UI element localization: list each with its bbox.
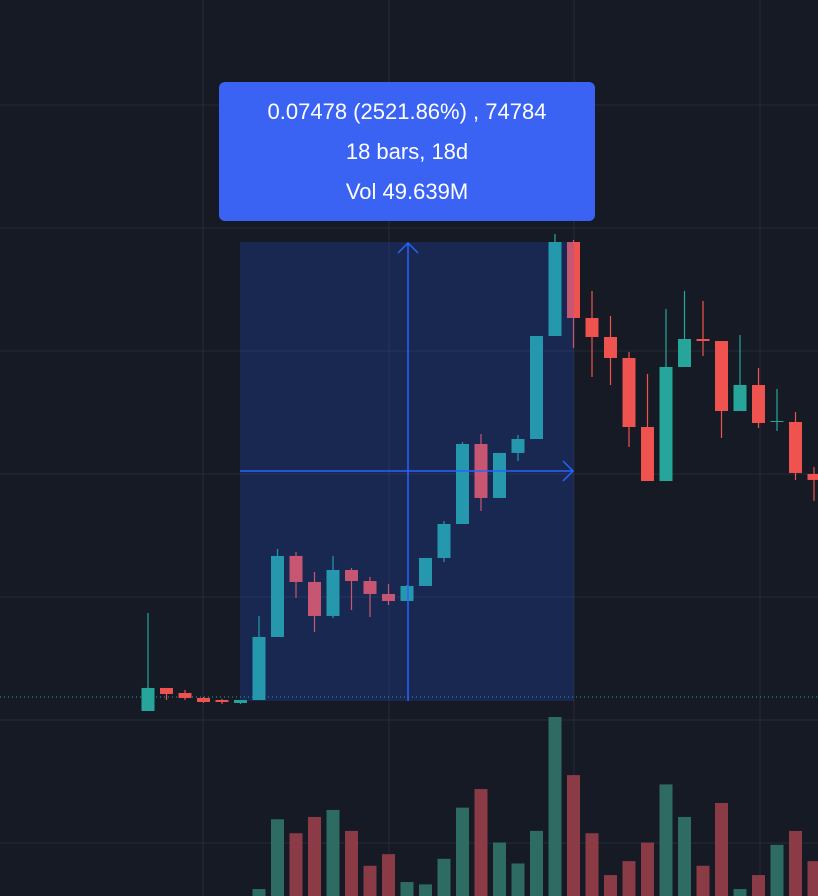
candle-body (197, 697, 210, 702)
candle-body (511, 438, 525, 453)
candle-body (271, 555, 284, 637)
volume-bar (400, 882, 414, 896)
candle-body (160, 687, 173, 694)
candle-body (419, 557, 432, 586)
volume-bar (382, 854, 395, 896)
volume-bar (345, 830, 358, 896)
volume-pane (252, 716, 818, 896)
volume-bar (770, 844, 784, 896)
candle-body (234, 699, 247, 703)
volume-bar (715, 803, 728, 896)
candle-body (215, 699, 229, 702)
candle-body (770, 420, 784, 422)
volume-bar (419, 884, 432, 896)
candle-body (141, 687, 155, 711)
candle-body (530, 335, 543, 439)
volume-bar (789, 830, 802, 896)
candle-body (178, 692, 192, 698)
candle-body (659, 366, 673, 482)
candle-body (604, 336, 617, 358)
candle-body (733, 384, 747, 412)
volume-bar (548, 716, 562, 896)
volume-bar (271, 819, 284, 896)
candle-body (807, 473, 818, 480)
volume-bar (530, 830, 543, 896)
candle-body (567, 242, 580, 318)
measure-tool: 0.07478 (2521.86%) , 74784 18 bars, 18d … (219, 82, 595, 701)
candle-body (437, 523, 451, 558)
volume-bar (308, 816, 321, 896)
candle-body (326, 569, 340, 616)
volume-bar (511, 863, 525, 896)
measure-text: Vol 49.639M (346, 179, 468, 204)
price-pane (141, 233, 818, 711)
measure-text: 0.07478 (2521.86%) , 74784 (268, 99, 547, 124)
volume-bar (641, 842, 654, 896)
arrow-head (562, 460, 575, 482)
candle-body (252, 636, 266, 700)
candle-body (289, 555, 303, 582)
candle-body (789, 421, 802, 473)
volume-bar (807, 861, 818, 896)
candle-body (696, 338, 710, 342)
candle-body (493, 452, 506, 498)
candle-body (345, 569, 358, 581)
volume-bar (585, 833, 599, 896)
candle-body (363, 580, 377, 594)
candle-body (678, 338, 691, 367)
volume-bar (678, 816, 691, 896)
candle-body (585, 317, 599, 337)
volume-bar (659, 784, 673, 896)
candle-body (641, 426, 654, 482)
candle-body (548, 242, 562, 336)
volume-bar (474, 789, 488, 896)
volume-bar (363, 865, 377, 896)
volume-bar (622, 861, 636, 896)
volume-bar (696, 865, 710, 896)
measure-label (219, 82, 595, 221)
volume-bar (437, 858, 451, 896)
volume-bar (604, 875, 617, 896)
volume-bar (326, 809, 340, 896)
volume-bar (733, 889, 747, 896)
volume-bar (289, 833, 303, 896)
volume-bar (493, 842, 506, 896)
volume-bar (567, 775, 580, 896)
volume-bar (752, 875, 765, 896)
candle-body (382, 593, 395, 601)
candle-body (622, 357, 636, 427)
volume-bar (456, 807, 469, 896)
volume-bar (252, 889, 266, 896)
arrow-head (397, 241, 419, 254)
candle-body (752, 384, 765, 424)
candle-body (400, 585, 414, 601)
measure-text: 18 bars, 18d (346, 139, 468, 164)
candle-body (308, 581, 321, 616)
candle-body (456, 444, 469, 524)
candle-body (715, 341, 728, 412)
